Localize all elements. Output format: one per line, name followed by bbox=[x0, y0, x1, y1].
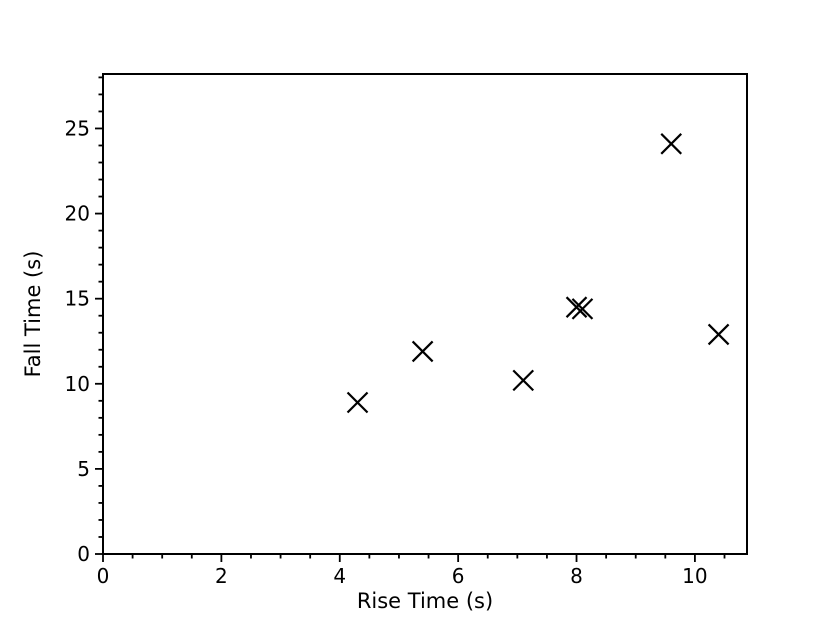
x-tick-label: 8 bbox=[570, 564, 583, 588]
y-tick-label: 0 bbox=[77, 542, 90, 566]
data-point-marker bbox=[512, 369, 535, 392]
data-point-marker bbox=[571, 298, 594, 320]
x-axis-label: Rise Time (s) bbox=[357, 589, 493, 613]
x-marker-stroke bbox=[565, 296, 588, 318]
y-tick-label: 15 bbox=[65, 287, 90, 311]
x-marker-stroke bbox=[660, 133, 683, 155]
x-tick-label: 4 bbox=[333, 564, 346, 588]
x-tick-label: 0 bbox=[97, 564, 110, 588]
y-tick-label: 5 bbox=[77, 457, 90, 481]
data-point-marker bbox=[707, 323, 730, 346]
y-axis-label: Fall Time (s) bbox=[21, 251, 45, 378]
x-marker-stroke bbox=[707, 323, 730, 346]
plot-border bbox=[102, 73, 748, 555]
x-marker-stroke bbox=[571, 298, 594, 320]
data-point-marker bbox=[411, 340, 434, 363]
y-tick-label: 20 bbox=[65, 202, 90, 226]
x-tick-label: 2 bbox=[215, 564, 228, 588]
x-marker-stroke bbox=[346, 391, 369, 414]
data-point-marker bbox=[565, 296, 588, 318]
y-tick-label: 10 bbox=[65, 372, 90, 396]
y-axis-ticks: 0 5 10 15 20 25 bbox=[65, 76, 103, 566]
x-marker-stroke bbox=[512, 369, 535, 392]
x-tick-label: 10 bbox=[682, 564, 707, 588]
data-markers bbox=[346, 133, 730, 414]
y-tick-label: 25 bbox=[65, 116, 90, 140]
data-point-marker bbox=[660, 133, 683, 155]
data-point-marker bbox=[346, 391, 369, 414]
x-tick-label: 6 bbox=[452, 564, 465, 588]
x-marker-stroke bbox=[411, 340, 434, 363]
x-axis-ticks: 0 2 4 6 8 10 bbox=[97, 554, 726, 588]
